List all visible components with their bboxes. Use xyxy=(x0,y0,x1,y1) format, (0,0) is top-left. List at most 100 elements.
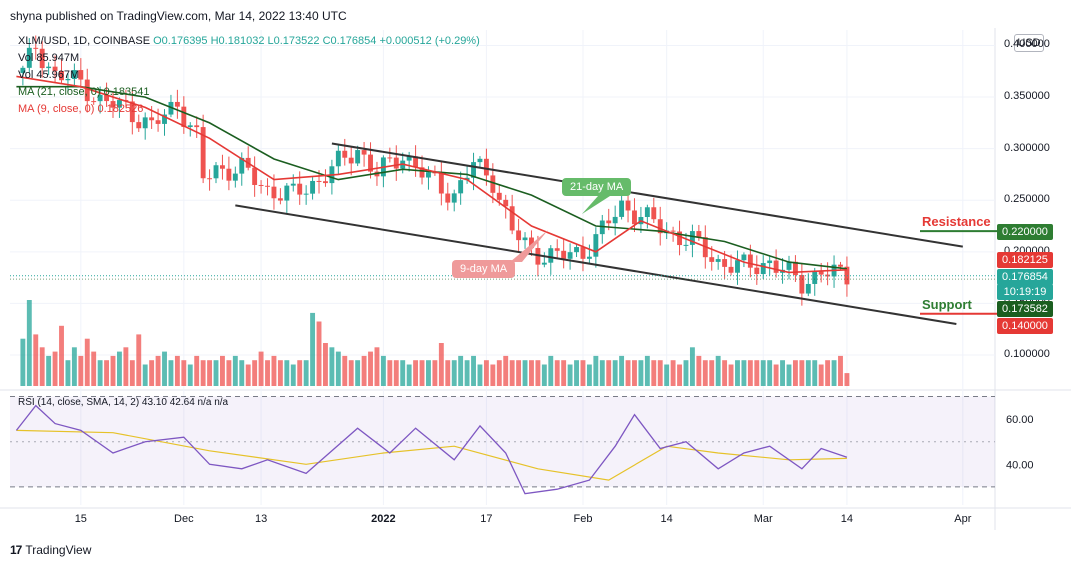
candle-body xyxy=(162,114,167,124)
volume-bar xyxy=(735,360,740,386)
volume-bar xyxy=(522,360,528,386)
volume-bar xyxy=(39,347,45,386)
candle-body xyxy=(593,234,599,257)
volume-bar xyxy=(104,360,110,386)
ma9-legend: MA (9, close, 0) 0.182526 xyxy=(18,103,143,115)
support-label: Support xyxy=(922,297,972,312)
candle-body xyxy=(136,122,142,129)
candle-body xyxy=(606,220,612,224)
volume-bar xyxy=(818,364,824,386)
volume-bar xyxy=(767,360,773,386)
candle-body xyxy=(426,172,431,178)
volume-bar xyxy=(458,355,464,386)
ma21-bubble: 21-day MA xyxy=(562,178,632,196)
candle-body xyxy=(735,260,740,273)
volume-bar xyxy=(393,360,399,386)
candle-body xyxy=(181,106,187,127)
support-price-tag: 0.140000 xyxy=(997,318,1053,334)
volume-bar xyxy=(728,364,734,386)
ma9-bubble-pointer xyxy=(510,230,548,262)
candle-body xyxy=(670,230,676,232)
candle-body xyxy=(651,207,657,220)
volume-bar xyxy=(664,364,670,386)
volume-bar xyxy=(496,360,502,386)
volume-bar xyxy=(368,351,373,386)
candle-body xyxy=(406,156,412,161)
candle-body xyxy=(387,157,393,159)
ohlc-legend: XLM/USD, 1D, COINBASE O0.176395 H0.18103… xyxy=(18,35,480,47)
volume-bar xyxy=(612,360,618,386)
volume-bar xyxy=(303,360,309,386)
low-value: L0.173522 xyxy=(267,35,320,47)
time-tick-label: Apr xyxy=(954,513,972,525)
rsi-tick-label: 40.00 xyxy=(1006,459,1034,471)
candle-body xyxy=(252,167,258,185)
candle-body xyxy=(277,198,283,201)
change-value: +0.000512 (+0.29%) xyxy=(379,35,480,47)
candle-body xyxy=(265,185,270,187)
candle-body xyxy=(155,120,161,124)
volume-legend-1: Vol 85.947M xyxy=(18,52,80,64)
candle-body xyxy=(496,192,502,200)
volume-bar xyxy=(123,347,129,386)
volume-bar xyxy=(413,360,419,386)
volume-bar xyxy=(548,355,554,386)
candle-body xyxy=(541,262,547,265)
candle-body xyxy=(104,94,110,102)
symbol-label: XLM/USD, 1D, COINBASE xyxy=(18,35,151,47)
time-tick-label: 14 xyxy=(660,513,673,525)
candle-body xyxy=(39,48,45,69)
candle-body xyxy=(258,184,264,186)
volume-bar xyxy=(207,360,213,386)
candle-body xyxy=(84,79,90,102)
candle-body xyxy=(65,78,71,81)
volume-bar xyxy=(194,355,200,386)
volume-bar xyxy=(361,355,367,386)
time-tick-label: Feb xyxy=(573,513,593,525)
candle-body xyxy=(303,193,309,195)
tradingview-logo-icon: 17 xyxy=(10,543,22,557)
currency-button[interactable]: USD xyxy=(1014,34,1044,52)
volume-bar xyxy=(97,360,103,386)
volume-bar xyxy=(142,364,148,386)
candle-body xyxy=(419,167,425,178)
volume-bar xyxy=(606,360,612,386)
candle-body xyxy=(226,168,232,181)
volume-bar xyxy=(252,360,258,386)
volume-bar xyxy=(464,360,470,386)
volume-bar xyxy=(316,321,322,386)
volume-bar xyxy=(445,360,451,386)
candle-body xyxy=(348,157,354,164)
volume-bar xyxy=(709,360,715,386)
candle-body xyxy=(310,180,316,194)
volume-bar xyxy=(683,360,689,386)
volume-bar xyxy=(812,360,818,386)
volume-bar xyxy=(348,360,354,386)
candle-body xyxy=(297,183,303,195)
volume-bar xyxy=(400,360,406,386)
candle-body xyxy=(290,183,296,186)
candle-body xyxy=(561,250,567,259)
volume-bar xyxy=(110,355,116,386)
candle-body xyxy=(413,156,419,168)
volume-bar xyxy=(297,360,303,386)
candle-body xyxy=(754,267,760,275)
ma21-legend: MA (21, close, 0) 0.183541 xyxy=(18,86,149,98)
candle-body xyxy=(818,271,824,275)
candle-body xyxy=(174,101,180,107)
candle-body xyxy=(200,127,206,179)
candle-body xyxy=(445,193,451,203)
candle-body xyxy=(78,70,84,80)
brand-footer: 17 TradingView xyxy=(10,543,91,557)
candle-body xyxy=(393,157,399,169)
volume-bar xyxy=(200,360,206,386)
volume-bar xyxy=(799,360,805,386)
ma21-bubble-pointer xyxy=(582,196,610,214)
candle-body xyxy=(838,264,843,267)
volume-bar xyxy=(155,355,161,386)
volume-bar xyxy=(696,355,702,386)
time-tick-label: 13 xyxy=(254,513,268,525)
candle-body xyxy=(844,266,850,285)
candle-body xyxy=(522,237,528,241)
